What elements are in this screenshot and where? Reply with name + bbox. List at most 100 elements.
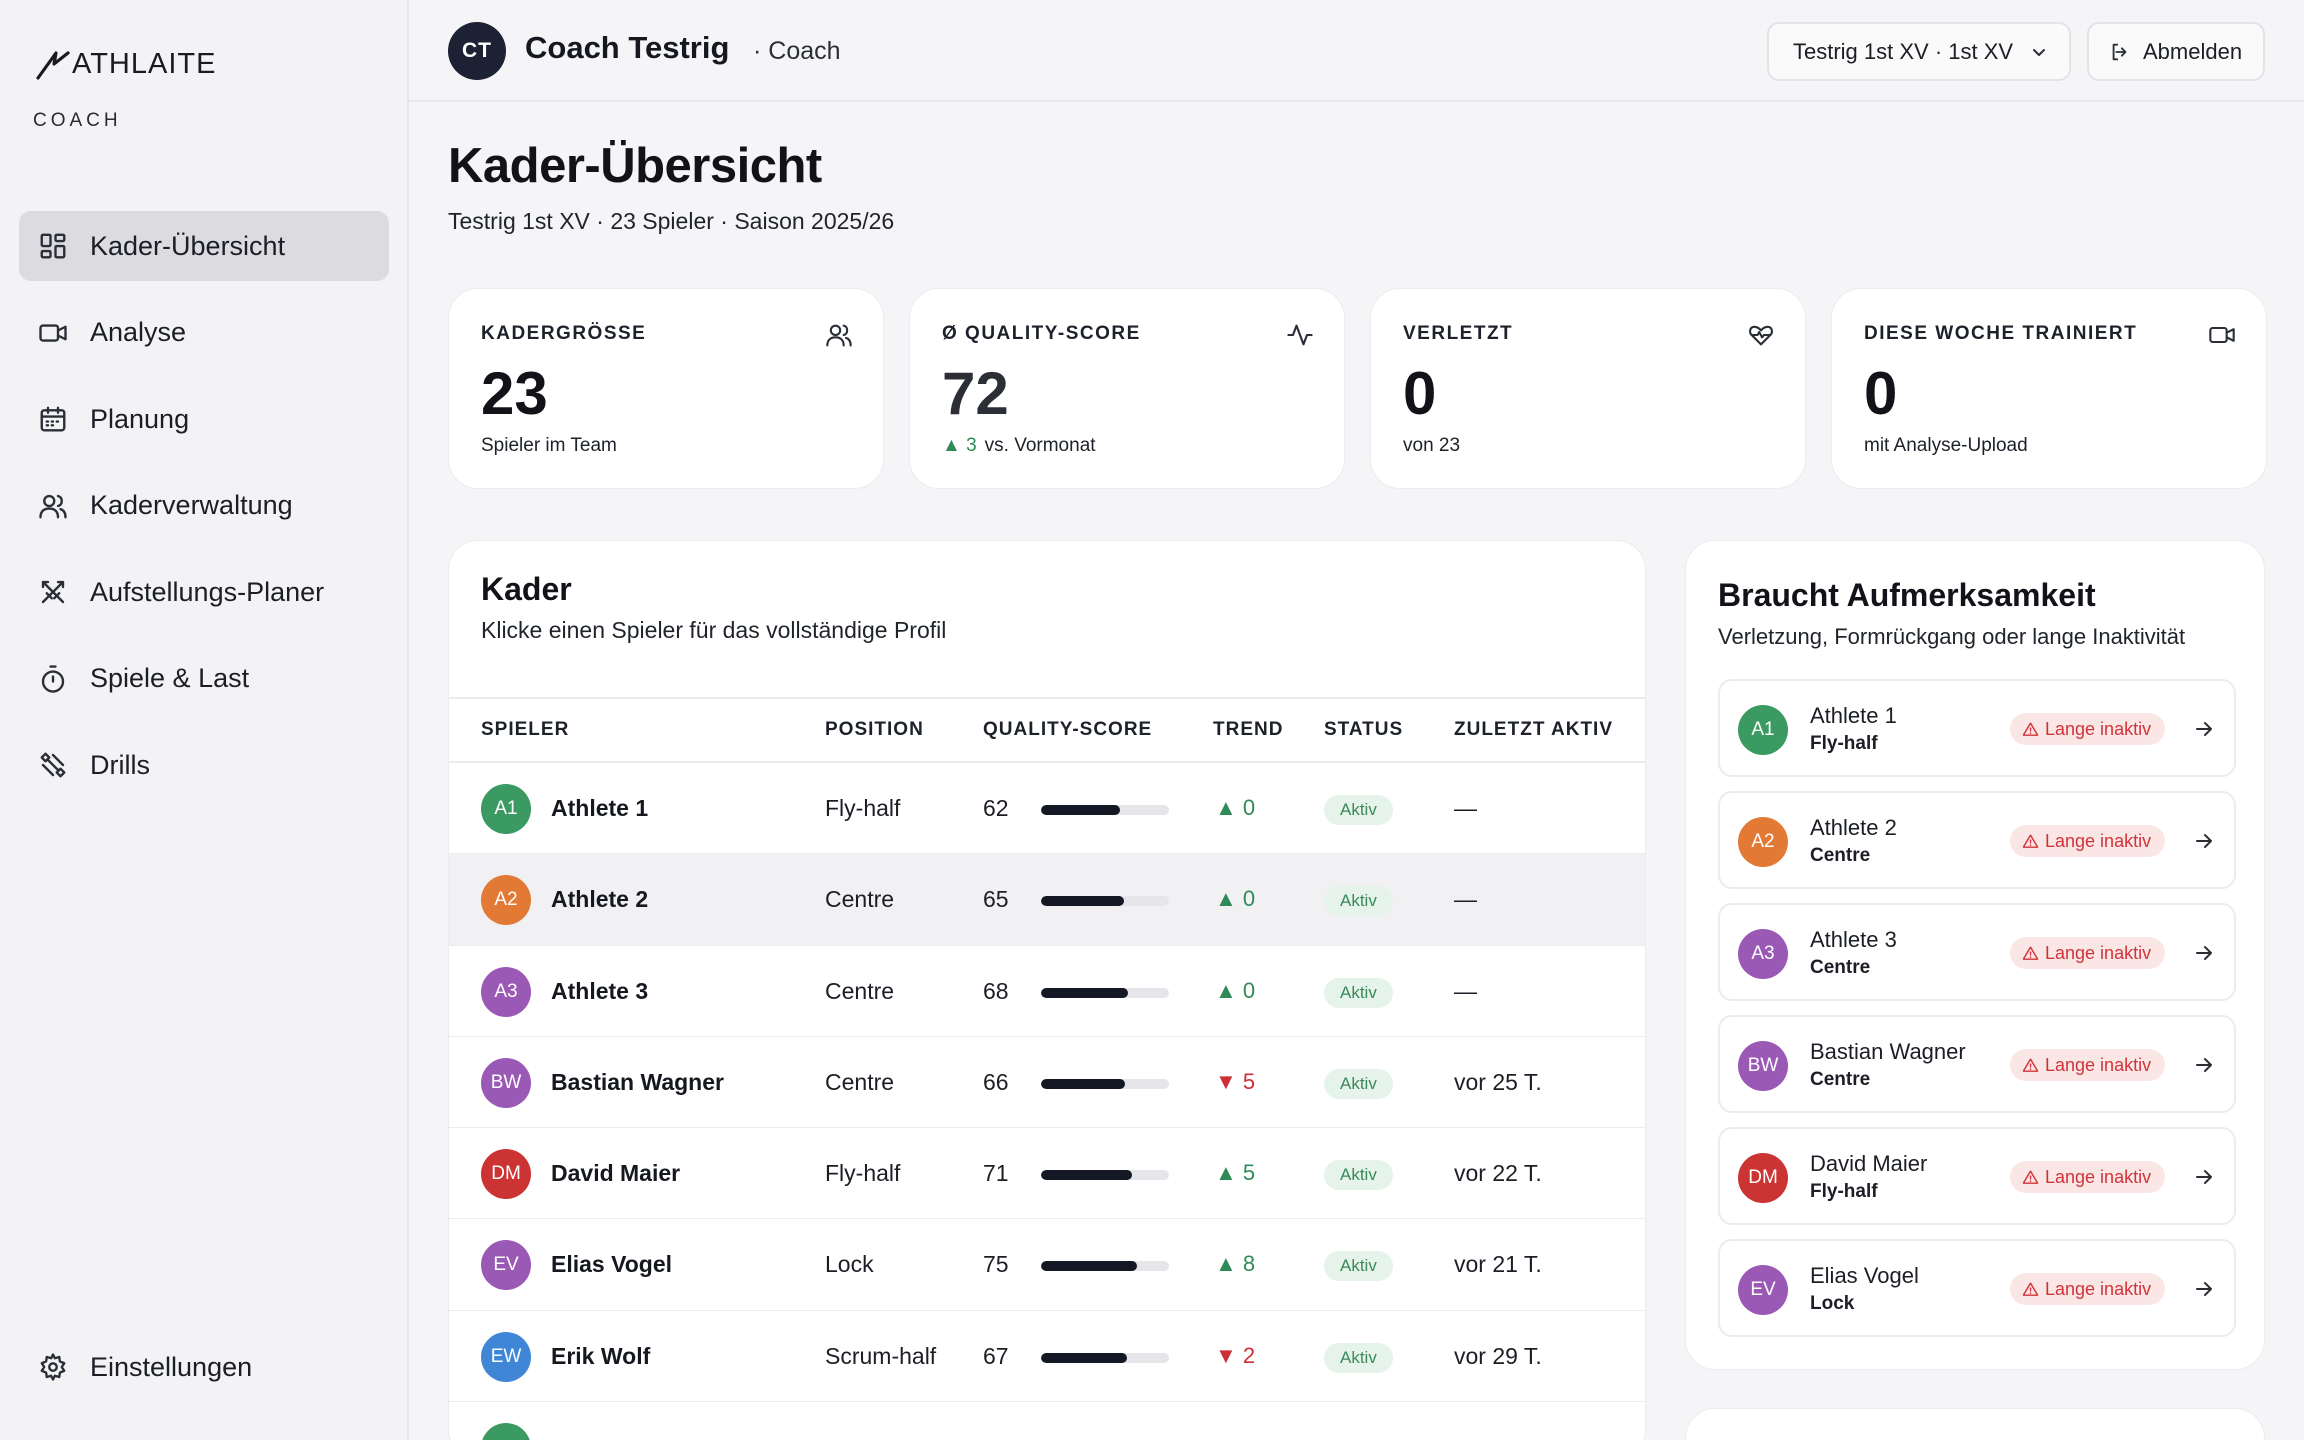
table-row[interactable]: EW Erik Wolf Scrum-half 67 ▼ 2 Aktiv vor… [449,1311,1645,1403]
column-header-spieler[interactable]: SPIELER [481,719,570,740]
gear-icon [38,1352,68,1382]
column-header-zuletzt-aktiv[interactable]: ZULETZT AKTIV [1454,719,1613,740]
attention-item[interactable]: A1 Athlete 1 Fly-half Lange inaktiv [1718,679,2236,777]
table-row[interactable]: DM David Maier Fly-half 71 ▲ 5 Aktiv vor… [449,1128,1645,1220]
avatar: A1 [1738,705,1788,755]
avatar: EV [1738,1265,1788,1315]
sidebar: ATHLAITE COACH Kader-Übersicht Analyse P… [0,0,409,1440]
player-name[interactable]: Athlete 2 [551,886,649,913]
sidebar-item-planung[interactable]: Planung [19,384,389,454]
table-row[interactable] [449,1402,1645,1440]
table-row[interactable]: BW Bastian Wagner Centre 66 ▼ 5 Aktiv vo… [449,1037,1645,1129]
attention-description: Verletzung, Formrückgang oder lange Inak… [1718,624,2186,649]
stopwatch-icon [38,664,68,694]
stat-value: 72 [942,360,1009,427]
player-position: Centre [1810,957,1871,978]
sidebar-item-aufstellungs-planer[interactable]: Aufstellungs-Planer [19,557,389,627]
attention-item[interactable]: A2 Athlete 2 Centre Lange inaktiv [1718,791,2236,889]
table-row[interactable]: EV Elias Vogel Lock 75 ▲ 8 Aktiv vor 21 … [449,1219,1645,1311]
logo[interactable]: ATHLAITE [36,48,216,81]
sidebar-item-label: Spiele & Last [90,663,250,693]
kader-title: Kader [481,571,572,607]
dumbbell-icon [38,750,68,780]
sidebar-item-kader-uebersicht[interactable]: Kader-Übersicht [19,211,389,281]
trend-value: ▲ 0 [1215,977,1256,1003]
video-camera-icon [2208,321,2236,349]
table-row[interactable]: A2 Athlete 2 Centre 65 ▲ 0 Aktiv — [449,854,1645,946]
video-camera-icon [38,318,68,348]
last-active: — [1454,977,1477,1004]
arrow-right-icon[interactable] [2194,1055,2214,1075]
sidebar-item-spiele-last[interactable]: Spiele & Last [19,644,389,714]
player-position: Centre [825,886,895,913]
sidebar-item-label: Kader-Übersicht [90,230,286,261]
player-name[interactable]: Erik Wolf [551,1342,651,1369]
player-name[interactable]: David Maier [551,1160,681,1187]
column-header-quality-score[interactable]: QUALITY-SCORE [983,719,1153,740]
stat-label: Ø QUALITY-SCORE [942,323,1141,344]
player-name[interactable]: Elias Vogel [551,1251,673,1278]
arrow-right-icon[interactable] [2194,1167,2214,1187]
arrow-right-icon[interactable] [2194,1279,2214,1299]
attention-item[interactable]: A3 Athlete 3 Centre Lange inaktiv [1718,903,2236,1001]
table-body: A1 Athlete 1 Fly-half 62 ▲ 0 Aktiv — A2 … [449,763,1645,1440]
arrow-right-icon[interactable] [2194,943,2214,963]
sidebar-item-label: Einstellungen [90,1351,253,1382]
team-select[interactable]: Testrig 1st XV · 1st XV [1767,22,2071,81]
attention-item[interactable]: BW Bastian Wagner Centre Lange inaktiv [1718,1015,2236,1113]
inactive-badge-label: Lange inaktiv [2045,1166,2152,1187]
player-position: Fly-half [1810,733,1878,754]
logo-text: ATHLAITE [72,48,217,80]
player-name: Athlete 1 [1810,703,1897,728]
quality-score-bar [1041,1170,1169,1181]
inactive-badge: Lange inaktiv [2010,825,2166,857]
stat-value: 23 [481,360,548,427]
player-position: Lock [1810,1293,1855,1314]
table-row[interactable]: A1 Athlete 1 Fly-half 62 ▲ 0 Aktiv — [449,763,1645,855]
player-position: Lock [825,1251,874,1278]
avatar: A3 [1738,929,1788,979]
stat-label: DIESE WOCHE TRAINIERT [1864,323,2138,344]
trend-value: ▲ 8 [1215,1251,1256,1277]
attention-item[interactable]: DM David Maier Fly-half Lange inaktiv [1718,1127,2236,1225]
table-row[interactable]: A3 Athlete 3 Centre 68 ▲ 0 Aktiv — [449,946,1645,1037]
inactive-badge-label: Lange inaktiv [2045,1278,2152,1299]
inactive-badge-label: Lange inaktiv [2045,1054,2152,1075]
inactive-badge-label: Lange inaktiv [2045,942,2152,963]
quality-score-bar [1041,1261,1169,1272]
quality-score-fill [1041,805,1121,815]
column-header-position[interactable]: POSITION [825,719,924,740]
activity-icon [1286,321,1314,349]
player-name: Bastian Wagner [1810,1039,1966,1064]
stat-card-verletzt: VERLETZT 0 von 23 [1370,288,1806,489]
stat-label: KADERGRÖSSE [481,323,647,344]
column-header-trend[interactable]: TREND [1213,719,1284,740]
sidebar-item-drills[interactable]: Drills [19,730,389,800]
avatar: EW [481,1331,531,1382]
player-name[interactable]: Athlete 3 [551,977,649,1004]
player-position: Centre [825,1068,895,1095]
last-active: vor 25 T. [1454,1068,1542,1095]
attention-item[interactable]: EV Elias Vogel Lock Lange inaktiv [1718,1239,2236,1337]
quality-score-fill [1041,896,1125,907]
status-badge: Aktiv [1324,1342,1393,1373]
sidebar-item-analyse[interactable]: Analyse [19,298,389,368]
sidebar-item-einstellungen[interactable]: Einstellungen [19,1332,389,1402]
status-badge: Aktiv [1324,795,1393,825]
status-badge: Aktiv [1324,1251,1393,1282]
trend-value: ▲ 5 [1215,1160,1256,1186]
avatar: EV [481,1240,531,1291]
player-name[interactable]: Bastian Wagner [551,1068,724,1095]
quality-score: 67 [983,1342,1009,1369]
player-name[interactable]: Athlete 1 [551,795,649,821]
logout-button[interactable]: Abmelden [2087,22,2265,81]
column-header-status[interactable]: STATUS [1324,719,1404,740]
player-name: Athlete 3 [1810,927,1897,952]
avatar[interactable]: CT [448,22,506,80]
arrow-right-icon[interactable] [2194,831,2214,851]
last-active: — [1454,886,1477,913]
sidebar-item-kaderverwaltung[interactable]: Kaderverwaltung [19,471,389,541]
users-icon [825,321,853,349]
kader-description: Klicke einen Spieler für das vollständig… [481,617,947,643]
arrow-right-icon[interactable] [2194,719,2214,739]
